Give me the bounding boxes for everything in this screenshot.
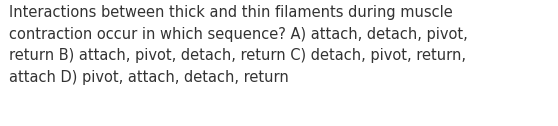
Text: Interactions between thick and thin filaments during muscle
contraction occur in: Interactions between thick and thin fila… (9, 5, 468, 85)
